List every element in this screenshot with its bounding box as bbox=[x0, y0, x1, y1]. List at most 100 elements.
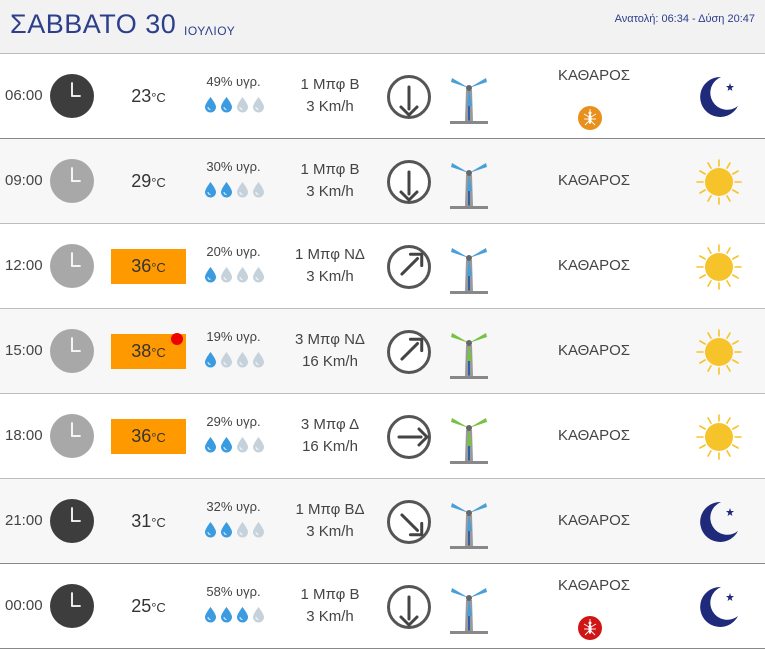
wind-info: 3 Μπφ ΝΔ 16 Km/h bbox=[282, 329, 378, 373]
humidity-drop-icon bbox=[252, 351, 265, 368]
humidity-drops bbox=[204, 606, 266, 624]
humidity-text: 58% υγρ. bbox=[206, 584, 261, 599]
humidity-drop-icon bbox=[252, 436, 265, 453]
humidity-drop-icon bbox=[236, 436, 249, 453]
wind-info: 1 Μπφ Β 3 Km/h bbox=[282, 584, 378, 628]
moon-icon bbox=[694, 72, 744, 122]
sky-condition: ΚΑΘΑΡΟΣ bbox=[557, 342, 631, 359]
wind-turbine-icon bbox=[446, 153, 492, 213]
clock-icon bbox=[50, 329, 94, 373]
forecast-time: 00:00 bbox=[5, 597, 43, 614]
humidity-drops bbox=[204, 351, 266, 369]
wind-speed: 3 Km/h bbox=[306, 268, 354, 285]
temperature-unit: °C bbox=[151, 600, 166, 615]
sky-condition: ΚΑΘΑΡΟΣ bbox=[557, 427, 631, 444]
forecast-time: 09:00 bbox=[5, 172, 43, 189]
temperature-box: 25°C bbox=[111, 589, 186, 624]
humidity-text: 19% υγρ. bbox=[206, 329, 261, 344]
temperature-unit: °C bbox=[151, 345, 166, 360]
humidity-drop-icon bbox=[252, 266, 265, 283]
humidity-drop-icon bbox=[236, 521, 249, 538]
arrow-down-icon bbox=[386, 584, 432, 630]
temperature-unit: °C bbox=[151, 260, 166, 275]
arrow-down-icon bbox=[386, 74, 432, 120]
wind-force: 3 Μπφ ΝΔ bbox=[295, 331, 365, 348]
moon-icon bbox=[694, 497, 744, 547]
wind-info: 1 Μπφ ΒΔ 3 Km/h bbox=[282, 499, 378, 543]
mosquito-icon bbox=[578, 616, 602, 640]
wind-speed: 16 Km/h bbox=[302, 438, 358, 455]
wind-turbine-icon bbox=[446, 238, 492, 298]
humidity-drop-icon bbox=[252, 96, 265, 113]
wind-turbine-icon bbox=[446, 323, 492, 383]
humidity-drop-icon bbox=[220, 181, 233, 198]
humidity-drop-icon bbox=[236, 181, 249, 198]
wind-force: 1 Μπφ Β bbox=[300, 586, 360, 603]
sky-condition: ΚΑΘΑΡΟΣ bbox=[557, 577, 631, 594]
forecast-row: 18:00 36°C 29% υγρ. 3 Μπφ Δ 16 Km/h bbox=[0, 394, 765, 479]
month-title: ΙΟΥΛΙΟΥ bbox=[184, 24, 236, 38]
temperature-value: 23 bbox=[131, 86, 152, 106]
humidity-drops bbox=[204, 96, 266, 114]
forecast-time: 06:00 bbox=[5, 87, 43, 104]
wind-info: 1 Μπφ Β 3 Km/h bbox=[282, 159, 378, 203]
wind-turbine-icon bbox=[446, 578, 492, 638]
wind-force: 1 Μπφ ΒΔ bbox=[295, 501, 365, 518]
wind-force: 1 Μπφ Β bbox=[300, 161, 360, 178]
humidity-drop-icon bbox=[220, 351, 233, 368]
humidity-drop-icon bbox=[252, 606, 265, 623]
moon-icon bbox=[694, 582, 744, 632]
temperature: 29°C bbox=[131, 171, 166, 192]
forecast-time: 18:00 bbox=[5, 427, 43, 444]
forecast-row: 09:00 29°C 30% υγρ. 1 Μπφ Β 3 Km/h Κ bbox=[0, 139, 765, 224]
temperature-unit: °C bbox=[151, 430, 166, 445]
wind-force: 1 Μπφ Β bbox=[300, 76, 360, 93]
mosquito-icon bbox=[578, 106, 602, 130]
temperature-box: 36°C bbox=[111, 419, 186, 454]
sky-condition: ΚΑΘΑΡΟΣ bbox=[557, 172, 631, 189]
temperature-box: 31°C bbox=[111, 504, 186, 539]
humidity-text: 29% υγρ. bbox=[206, 414, 261, 429]
humidity-drop-icon bbox=[236, 351, 249, 368]
sun-icon bbox=[694, 327, 744, 377]
forecast-row: 21:00 31°C 32% υγρ. 1 Μπφ ΒΔ 3 Km/h bbox=[0, 479, 765, 564]
sun-icon bbox=[694, 412, 744, 462]
temperature-unit: °C bbox=[151, 90, 166, 105]
humidity-drop-icon bbox=[204, 606, 217, 623]
wind-info: 3 Μπφ Δ 16 Km/h bbox=[282, 414, 378, 458]
humidity-drop-icon bbox=[204, 96, 217, 113]
humidity-text: 32% υγρ. bbox=[206, 499, 261, 514]
arrow-right-icon bbox=[386, 414, 432, 460]
sun-icon bbox=[694, 157, 744, 207]
temperature-unit: °C bbox=[151, 175, 166, 190]
humidity-drop-icon bbox=[220, 436, 233, 453]
temperature-value: 36 bbox=[131, 256, 152, 276]
forecast-row: 12:00 36°C 20% υγρ. 1 Μπφ ΝΔ 3 Km/h bbox=[0, 224, 765, 309]
temperature: 36°C bbox=[131, 426, 166, 447]
humidity-drop-icon bbox=[204, 266, 217, 283]
humidity-drop-icon bbox=[236, 266, 249, 283]
temperature-box: 36°C bbox=[111, 249, 186, 284]
temperature: 23°C bbox=[131, 86, 166, 107]
temperature: 38°C bbox=[131, 341, 166, 362]
wind-speed: 16 Km/h bbox=[302, 353, 358, 370]
clock-icon bbox=[50, 499, 94, 543]
forecast-row: 00:00 25°C 58% υγρ. 1 Μπφ Β 3 Km/h Κ bbox=[0, 564, 765, 649]
temperature-value: 36 bbox=[131, 426, 152, 446]
humidity-drops bbox=[204, 436, 266, 454]
humidity-drop-icon bbox=[220, 96, 233, 113]
temperature-value: 31 bbox=[131, 511, 152, 531]
humidity-drop-icon bbox=[220, 521, 233, 538]
arrow-up-right-icon bbox=[386, 329, 432, 375]
humidity-drop-icon bbox=[252, 181, 265, 198]
humidity-text: 49% υγρ. bbox=[206, 74, 261, 89]
forecast-time: 15:00 bbox=[5, 342, 43, 359]
wind-turbine-icon bbox=[446, 493, 492, 553]
wind-force: 3 Μπφ Δ bbox=[300, 416, 360, 433]
wind-info: 1 Μπφ ΝΔ 3 Km/h bbox=[282, 244, 378, 288]
sun-icon bbox=[694, 242, 744, 292]
wind-speed: 3 Km/h bbox=[306, 98, 354, 115]
clock-icon bbox=[50, 584, 94, 628]
humidity-text: 20% υγρ. bbox=[206, 244, 261, 259]
temperature: 36°C bbox=[131, 256, 166, 277]
